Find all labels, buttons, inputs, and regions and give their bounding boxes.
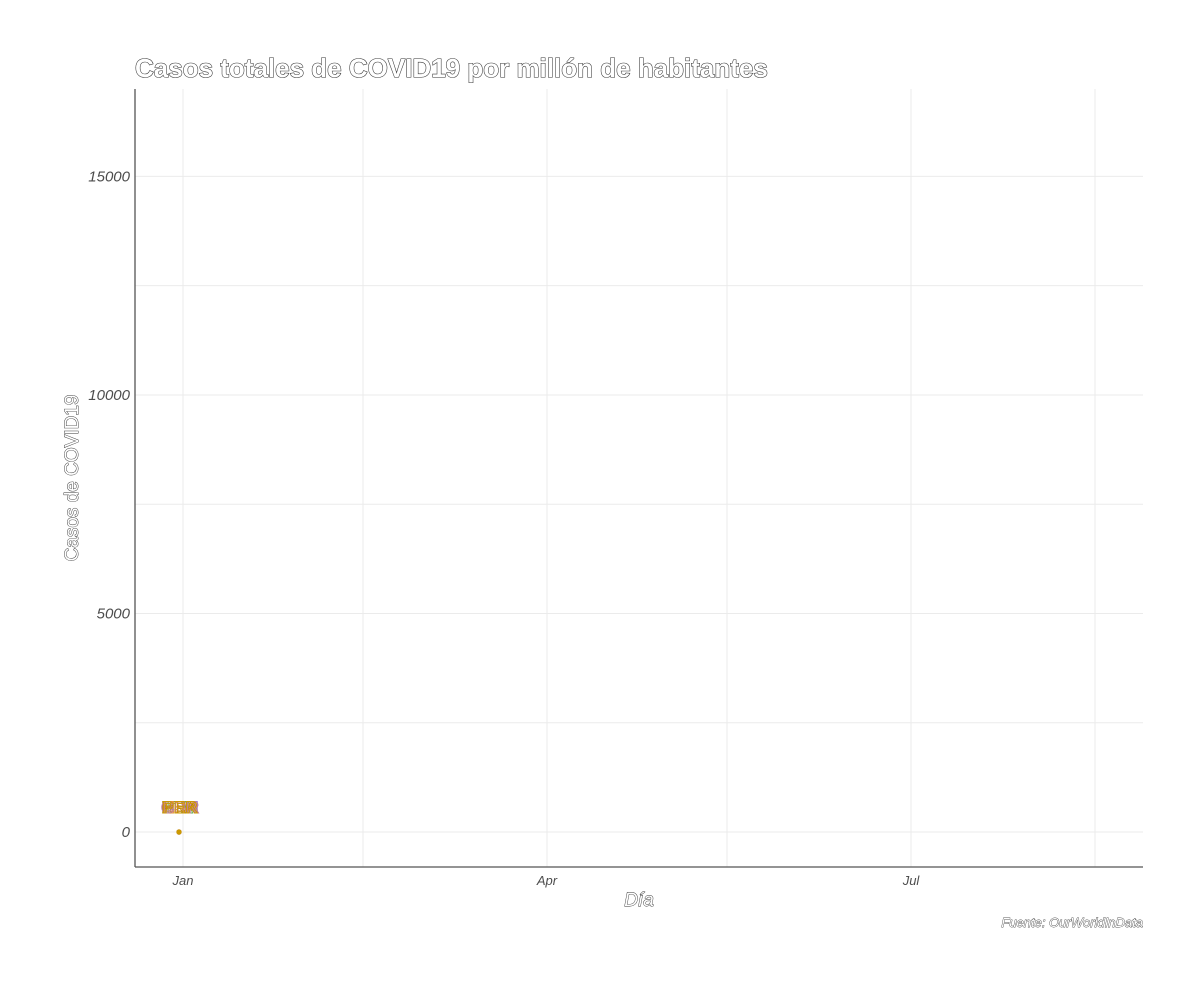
data-points [176, 829, 182, 835]
series-label: CHN [162, 798, 199, 817]
series-label: BRA [162, 798, 199, 817]
y-ticks: 0 5000 10000 15000 [88, 168, 130, 841]
x-ticks: Jan Apr Jul [172, 873, 921, 888]
series-label: ESP [163, 798, 197, 817]
y-tick-label: 5000 [97, 605, 131, 622]
grid [135, 89, 1143, 867]
y-tick-label: 10000 [88, 387, 130, 404]
x-tick-label: Jan [172, 873, 194, 888]
x-axis-title: Día [624, 890, 654, 911]
data-point [176, 829, 182, 835]
series-label: GBR [161, 798, 199, 817]
chart-title: Casos totales de COVID19 por millón de h… [135, 53, 768, 83]
caption: Fuente: OurWorldInData [1001, 915, 1143, 930]
y-axis-title: Casos de COVID19 [62, 395, 83, 562]
y-tick-label: 15000 [88, 168, 130, 185]
series-label: ITA [167, 798, 193, 817]
y-tick-label: 0 [122, 824, 131, 841]
x-tick-label: Apr [536, 873, 558, 888]
x-tick-label: Jul [902, 873, 921, 888]
series-label: USA [162, 798, 198, 817]
series-label: PER [163, 798, 198, 817]
